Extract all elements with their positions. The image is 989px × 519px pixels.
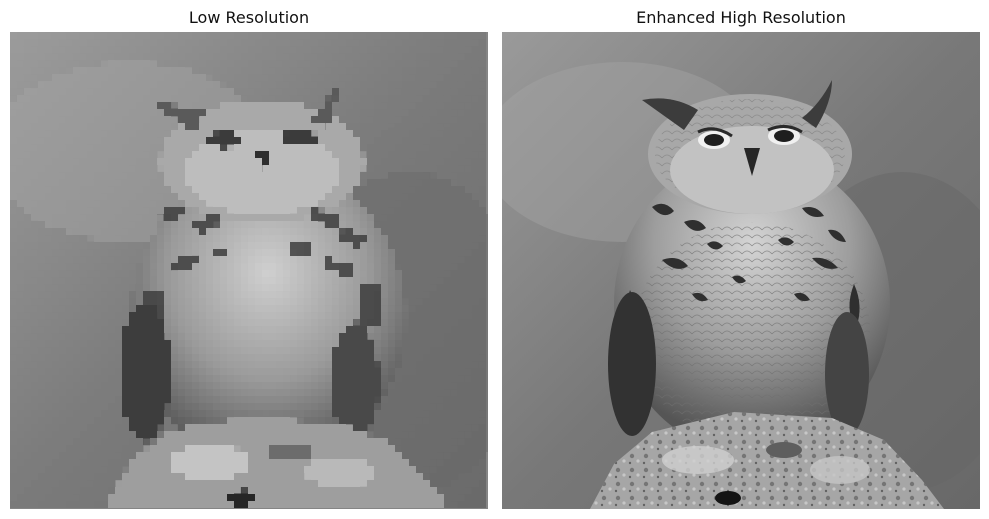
- high-resolution-title: Enhanced High Resolution: [636, 8, 846, 27]
- high-resolution-panel: Enhanced High Resolution: [502, 0, 980, 519]
- owl-photo-low-res: [10, 32, 488, 509]
- low-resolution-title: Low Resolution: [188, 8, 310, 27]
- high-resolution-image: [502, 32, 980, 509]
- owl-photo-high-res: [502, 32, 980, 509]
- low-resolution-image: [10, 32, 488, 509]
- low-resolution-panel: Low Resolution: [10, 0, 488, 519]
